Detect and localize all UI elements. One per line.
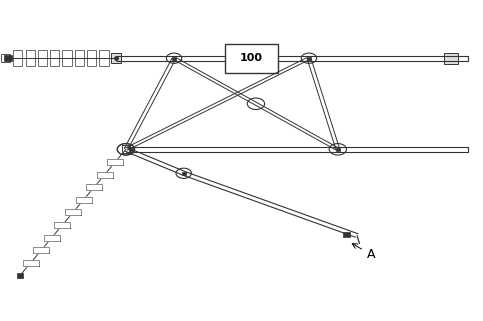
Polygon shape (44, 235, 60, 241)
Bar (75, 50, 84, 66)
Bar (112, 54, 121, 62)
Bar (62, 50, 71, 66)
Text: A: A (352, 244, 375, 261)
Bar (87, 50, 96, 66)
Bar (122, 145, 130, 153)
Bar (336, 148, 340, 151)
Polygon shape (97, 172, 113, 178)
Bar (225, 44, 278, 73)
Bar (129, 148, 134, 151)
Text: 100: 100 (240, 53, 263, 63)
Bar (13, 50, 22, 66)
Bar (444, 53, 458, 64)
Bar (124, 151, 128, 153)
Polygon shape (55, 222, 71, 228)
Bar (172, 57, 176, 60)
Bar (50, 50, 59, 66)
Bar (112, 53, 121, 63)
Bar (343, 232, 350, 237)
Bar (16, 273, 23, 278)
Polygon shape (75, 197, 91, 203)
Bar (1, 54, 10, 62)
Bar (3, 55, 12, 61)
Bar (122, 145, 130, 153)
Bar (38, 50, 47, 66)
Polygon shape (33, 247, 49, 253)
Polygon shape (86, 184, 102, 190)
Polygon shape (65, 210, 81, 215)
Polygon shape (107, 159, 123, 165)
Bar (99, 50, 109, 66)
Bar (182, 172, 186, 175)
Polygon shape (23, 260, 39, 266)
Bar (307, 57, 311, 60)
Bar (26, 50, 35, 66)
